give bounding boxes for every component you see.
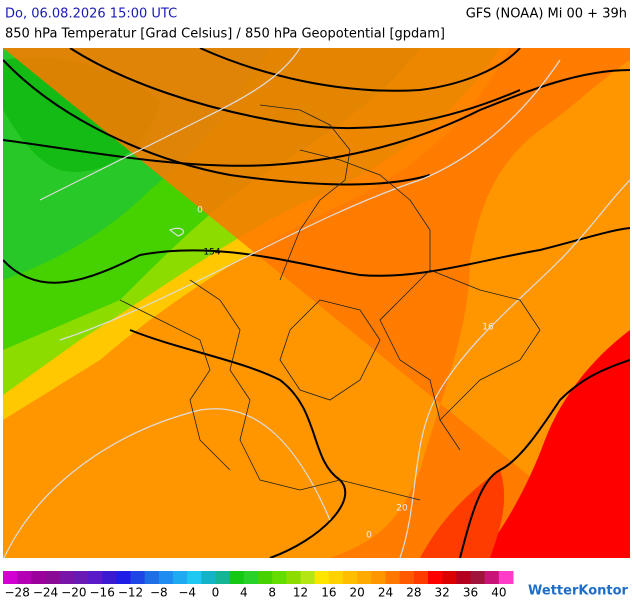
legend-swatch xyxy=(343,571,358,584)
isotherm-label: 0 xyxy=(366,531,372,541)
legend-swatch xyxy=(328,571,344,584)
legend-swatch xyxy=(59,571,75,584)
legend-label: 4 xyxy=(240,586,248,600)
legend-swatch xyxy=(300,571,316,584)
legend-swatch xyxy=(357,571,372,584)
legend-swatch xyxy=(88,571,103,584)
legend-label: 40 xyxy=(491,586,506,600)
legend-label: −28 xyxy=(5,586,30,600)
legend-swatch xyxy=(498,571,514,584)
legend-swatch xyxy=(385,571,401,584)
legend-label: −12 xyxy=(118,586,143,600)
legend-label: −20 xyxy=(61,586,86,600)
legend-swatch xyxy=(130,571,146,584)
legend-label: 28 xyxy=(406,586,421,600)
legend-swatch xyxy=(45,571,61,584)
legend-swatch xyxy=(173,571,188,584)
isotherm-label: 20 xyxy=(396,504,408,514)
legend-swatch xyxy=(158,571,174,584)
legend-swatch xyxy=(243,571,259,584)
legend-label: −8 xyxy=(150,586,168,600)
legend-swatch xyxy=(413,571,429,584)
isotherm-label: 16 xyxy=(482,323,494,333)
model-run: GFS (NOAA) Mi 00 + 39h xyxy=(466,7,627,22)
legend-label: 36 xyxy=(463,586,478,600)
legend-label: −16 xyxy=(90,586,115,600)
legend-swatch xyxy=(399,571,415,584)
legend-swatch xyxy=(31,571,46,584)
isotherm-label: 0 xyxy=(197,206,203,216)
legend-label: 8 xyxy=(268,586,276,600)
legend-label: −24 xyxy=(33,586,58,600)
legend-label: 16 xyxy=(321,586,336,600)
datetime: Do, 06.08.2026 15:00 UTC xyxy=(5,7,177,22)
legend-swatch xyxy=(73,571,89,584)
legend-swatch xyxy=(215,571,231,584)
legend-swatch xyxy=(314,571,330,584)
legend-swatch xyxy=(470,571,486,584)
legend-label: 12 xyxy=(293,586,308,600)
legend-swatch xyxy=(456,571,471,584)
legend-swatch xyxy=(428,571,443,584)
legend-label: 24 xyxy=(378,586,393,600)
legend-swatch xyxy=(286,571,301,584)
legend-label: 0 xyxy=(212,586,220,600)
legend-swatch xyxy=(229,571,245,584)
legend-swatch xyxy=(201,571,216,584)
map-title: 850 hPa Temperatur [Grad Celsius] / 850 … xyxy=(5,27,445,42)
legend-swatch xyxy=(272,571,287,584)
map: 154 0 16 20 0 xyxy=(3,48,630,558)
legend-swatch xyxy=(3,571,18,584)
legend-label: 20 xyxy=(350,586,365,600)
legend-label: 32 xyxy=(435,586,450,600)
legend-swatch xyxy=(371,571,386,584)
legend-swatch xyxy=(442,571,457,584)
isohypse-label: 154 xyxy=(203,248,220,258)
legend-swatch xyxy=(187,571,202,584)
brand-logo: WetterKontor xyxy=(528,584,629,599)
legend-swatch xyxy=(484,571,500,584)
color-legend: −28 −24 −20 −16 −12 −8 −4 0 4 8 12 16 20 24 28 32 36 40 xyxy=(3,571,514,600)
legend-swatch xyxy=(258,571,273,584)
legend-swatch xyxy=(17,571,32,584)
legend-label: −4 xyxy=(178,586,196,600)
legend-swatch xyxy=(102,571,117,584)
legend-swatch xyxy=(116,571,131,584)
legend-swatch xyxy=(144,571,160,584)
